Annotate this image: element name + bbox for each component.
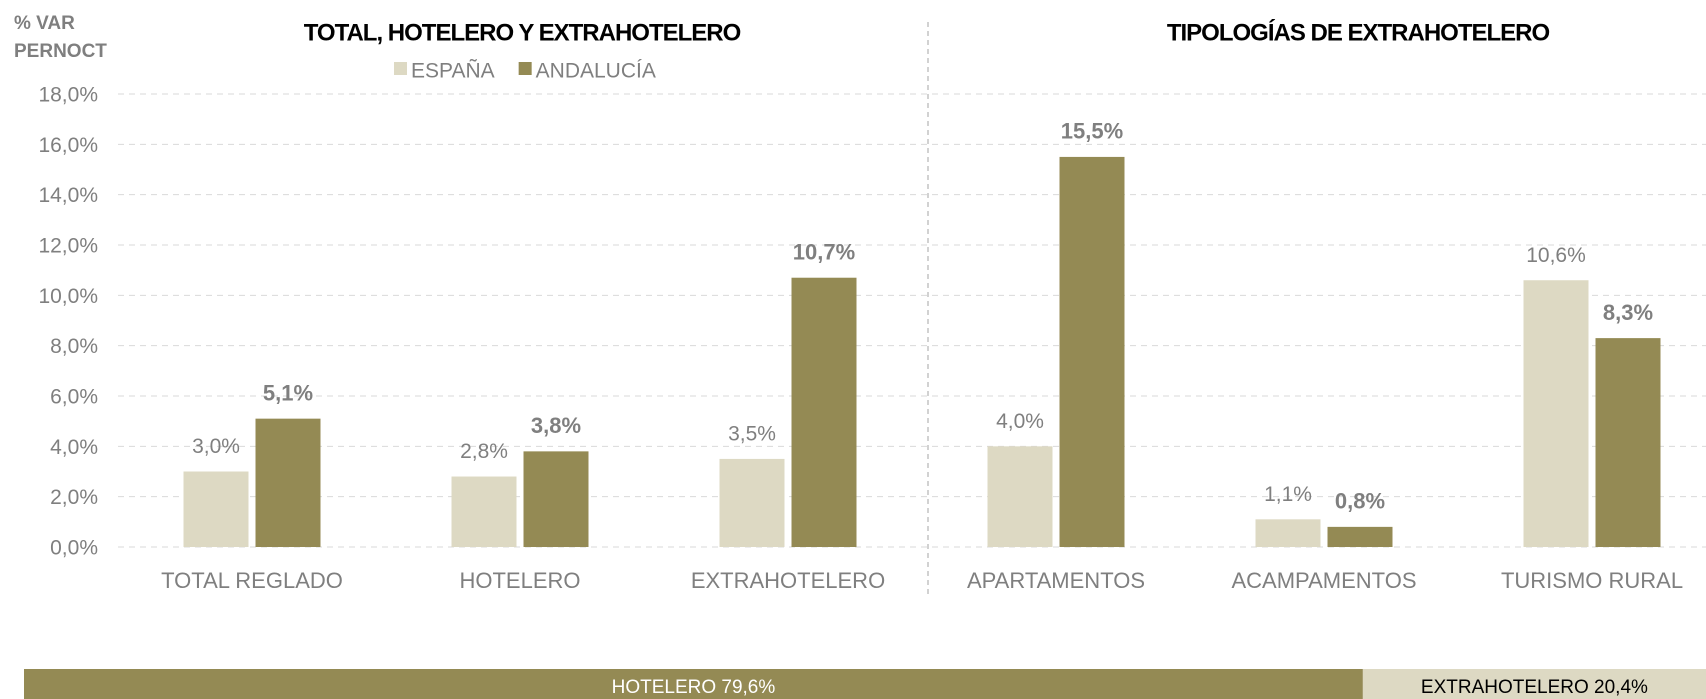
y-tick-label: 2,0% — [50, 486, 98, 509]
data-label: 1,1% — [1264, 483, 1312, 506]
y-tick-label: 4,0% — [50, 436, 98, 459]
x-tick-label: TURISMO RURAL — [1501, 568, 1683, 593]
y-tick-label: 16,0% — [38, 134, 98, 157]
bar — [451, 476, 517, 547]
y-tick-label: 12,0% — [38, 235, 98, 258]
bar — [1059, 156, 1125, 547]
data-label: 10,6% — [1526, 244, 1586, 267]
legend-swatch — [518, 62, 532, 75]
bar — [719, 458, 785, 547]
data-label: 10,7% — [793, 240, 855, 265]
bar — [183, 471, 249, 547]
data-label: 15,5% — [1061, 119, 1123, 144]
x-tick-label: TOTAL REGLADO — [161, 568, 343, 593]
y-tick-label: 0,0% — [50, 537, 98, 560]
data-label: 8,3% — [1603, 300, 1653, 325]
legend-label: ESPAÑA — [411, 59, 495, 83]
data-label: 4,0% — [996, 410, 1044, 433]
data-label: 3,5% — [728, 422, 776, 445]
x-tick-label: HOTELERO — [459, 568, 580, 593]
bar — [255, 418, 321, 547]
share-segment — [1362, 669, 1706, 699]
y-tick-label: 8,0% — [50, 335, 98, 358]
legend-swatch — [394, 62, 407, 75]
x-tick-label: ACAMPAMENTOS — [1232, 568, 1417, 593]
y-tick-label: 14,0% — [38, 184, 98, 207]
section-title: TOTAL, HOTELERO Y EXTRAHOTELERO — [304, 19, 741, 46]
bar — [791, 277, 857, 547]
bar — [1327, 526, 1393, 547]
x-tick-label: EXTRAHOTELERO — [691, 568, 885, 593]
data-label: 2,8% — [460, 440, 508, 463]
y-tick-label: 10,0% — [38, 285, 98, 308]
bar — [523, 451, 589, 547]
y-tick-label: 18,0% — [38, 84, 98, 107]
data-label: 3,8% — [531, 413, 581, 438]
bar — [1595, 338, 1661, 547]
y-axis-label: PERNOCT — [14, 41, 107, 62]
data-label: 3,0% — [192, 435, 240, 458]
legend-label: ANDALUCÍA — [536, 60, 656, 83]
data-label: 5,1% — [263, 380, 313, 405]
section-title: TIPOLOGÍAS DE EXTRAHOTELERO — [1167, 18, 1550, 46]
bar — [1523, 280, 1589, 547]
share-segment — [24, 669, 1363, 699]
bar — [987, 446, 1053, 547]
share-label: HOTELERO 79,6% — [612, 677, 776, 698]
x-tick-label: APARTAMENTOS — [967, 568, 1145, 593]
data-label: 0,8% — [1335, 489, 1385, 514]
share-label: EXTRAHOTELERO 20,4% — [1421, 677, 1648, 698]
y-tick-label: 6,0% — [50, 386, 98, 409]
y-axis-label: % VAR — [14, 13, 75, 34]
bar — [1255, 519, 1321, 547]
